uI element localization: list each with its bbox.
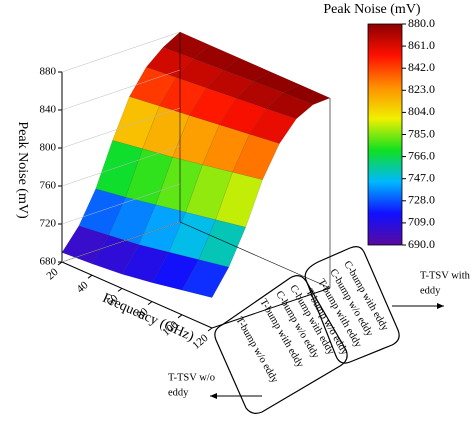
z-axis-title: Peak Noise (mV) <box>15 121 30 219</box>
colorbar-bar <box>367 23 403 246</box>
surface <box>61 31 331 298</box>
colorbar: 690.0 709.0 728.0 747.0 766.0 785.0 804.0 823.0… <box>323 2 435 251</box>
x-tick <box>87 274 93 279</box>
z-tick-label: 880 <box>40 66 57 78</box>
colorbar-tick-label: 823.0 <box>408 82 435 96</box>
group-label: eddy <box>168 387 189 398</box>
z-tick-label: 840 <box>40 104 57 116</box>
group-label: T-TSV w/o <box>168 372 215 383</box>
grid-line <box>61 221 181 263</box>
colorbar-tick-label: 861.0 <box>408 38 435 52</box>
colorbar-tick-label: 766.0 <box>408 148 435 162</box>
x-axis-title: Frequency (GHz) <box>100 291 196 345</box>
colorbar-title: Peak Noise (mV) <box>323 2 421 17</box>
category-axis <box>211 287 331 329</box>
x-tick-label: 20 <box>44 266 61 283</box>
x-tick <box>57 261 63 266</box>
group-label: eddy <box>420 285 441 296</box>
z-tick-label: 760 <box>40 180 57 192</box>
surface-patch <box>232 133 280 180</box>
colorbar-tick-label: 880.0 <box>408 16 435 30</box>
grid-line <box>61 69 181 111</box>
x-axis <box>61 261 213 329</box>
colorbar-tick-label: 785.0 <box>408 126 435 140</box>
x-tick <box>177 314 183 319</box>
z-tick-label: 800 <box>40 142 57 154</box>
colorbar-tick-label: 690.0 <box>408 237 435 251</box>
colorbar-tick-label: 709.0 <box>408 215 435 229</box>
x-tick <box>147 301 153 306</box>
colorbar-tick-label: 747.0 <box>408 170 435 184</box>
z-tick-label: 720 <box>40 218 57 230</box>
surface-patch <box>181 259 230 298</box>
x-tick-label: 40 <box>74 279 91 296</box>
colorbar-tick-label: 728.0 <box>408 193 435 207</box>
grid-line <box>61 145 181 187</box>
group-box <box>214 275 348 414</box>
group-label: T-TSV with <box>420 270 471 281</box>
colorbar-tick-label: 804.0 <box>408 104 435 118</box>
x-tick <box>207 327 213 332</box>
grid-line <box>61 31 181 73</box>
group-box <box>304 246 400 364</box>
colorbar-tick-label: 842.0 <box>408 60 435 74</box>
x-tick <box>117 287 123 292</box>
grid-line <box>61 183 181 225</box>
z-tick-label: 680 <box>40 256 57 268</box>
grid-line <box>61 107 181 149</box>
